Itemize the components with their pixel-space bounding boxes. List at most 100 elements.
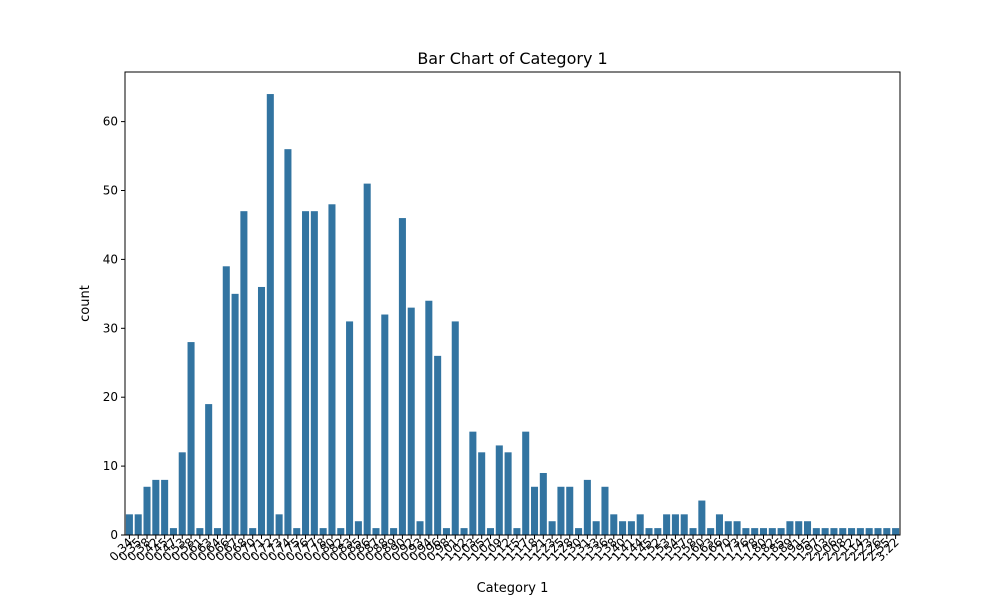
bar	[804, 521, 812, 535]
bar	[469, 431, 477, 535]
bar	[530, 486, 539, 535]
bar	[187, 342, 195, 535]
x-axis-label: Category 1	[477, 581, 549, 596]
bar	[610, 514, 618, 535]
y-tick-label: 10	[103, 459, 118, 473]
bar	[856, 528, 864, 535]
bar	[398, 218, 406, 535]
chart-title: Bar Chart of Category 1	[417, 49, 607, 68]
bar	[310, 211, 318, 535]
bar	[522, 431, 530, 535]
bar	[768, 528, 776, 535]
y-axis-ticks: 0 10 20 30 40 50 60	[103, 115, 125, 542]
bar	[671, 514, 679, 535]
bar	[759, 528, 768, 535]
bar	[425, 300, 433, 535]
bar	[205, 404, 213, 535]
bar	[751, 528, 759, 535]
bar	[742, 528, 750, 535]
bar	[495, 445, 503, 535]
bar	[865, 528, 873, 535]
bar	[240, 211, 248, 535]
bar	[372, 528, 380, 535]
bar	[319, 528, 327, 535]
bar	[178, 452, 186, 535]
bar	[874, 528, 882, 535]
bar	[698, 500, 706, 535]
bar	[636, 514, 644, 535]
bar	[284, 149, 292, 535]
bar	[583, 479, 591, 535]
bar	[152, 479, 160, 535]
bar	[222, 266, 230, 535]
y-tick-label: 30	[103, 321, 118, 335]
bar	[786, 521, 794, 535]
bar	[592, 521, 600, 535]
bar	[125, 514, 133, 535]
bar	[830, 528, 838, 535]
bar	[557, 486, 565, 535]
y-tick-label: 20	[103, 390, 118, 404]
bar	[848, 528, 856, 535]
x-axis-ticks: 0.340.350.380.420.450.470.530.580.610.63…	[107, 535, 902, 564]
bar	[354, 521, 362, 535]
bar	[892, 528, 900, 535]
bar	[231, 293, 239, 535]
bar	[266, 94, 274, 536]
y-tick-label: 40	[103, 252, 118, 266]
bar	[575, 528, 583, 535]
bar	[724, 521, 732, 535]
bar	[249, 528, 257, 535]
bar	[196, 528, 204, 535]
bar	[337, 528, 345, 535]
bar	[645, 528, 653, 535]
bar	[601, 486, 609, 535]
bar	[302, 211, 310, 535]
bar	[416, 521, 424, 535]
bar	[821, 528, 829, 535]
bar	[486, 528, 495, 535]
bar	[213, 528, 221, 535]
bar	[407, 307, 415, 535]
bar	[707, 528, 715, 535]
bar	[143, 486, 151, 535]
bars	[125, 94, 900, 536]
bar	[504, 452, 512, 535]
bar	[169, 528, 177, 535]
bar	[627, 521, 635, 535]
bar	[795, 521, 803, 535]
bar	[293, 528, 301, 535]
bar	[451, 321, 459, 535]
bar	[390, 528, 398, 535]
bar	[839, 528, 847, 535]
y-axis-label: count	[78, 285, 93, 322]
bar	[381, 314, 389, 535]
bar	[715, 514, 723, 535]
bar	[134, 514, 142, 535]
bar	[275, 514, 283, 535]
bar	[161, 479, 169, 535]
bar	[539, 472, 547, 535]
y-tick-label: 0	[110, 528, 118, 542]
y-tick-label: 50	[103, 184, 118, 198]
bar	[548, 521, 556, 535]
bar	[513, 528, 521, 535]
bar	[442, 528, 450, 535]
bar	[663, 514, 671, 535]
bar	[328, 204, 336, 536]
bar	[733, 521, 741, 535]
bar	[883, 528, 891, 535]
bar	[689, 528, 697, 535]
bar	[619, 521, 627, 535]
plot-frame	[124, 71, 901, 536]
bar	[566, 486, 574, 535]
bar	[680, 514, 688, 535]
bar	[363, 183, 371, 535]
bar	[812, 528, 820, 535]
bar	[434, 355, 442, 535]
bar	[346, 321, 354, 535]
bar	[478, 452, 486, 535]
bar	[777, 528, 785, 535]
bar	[257, 286, 266, 535]
